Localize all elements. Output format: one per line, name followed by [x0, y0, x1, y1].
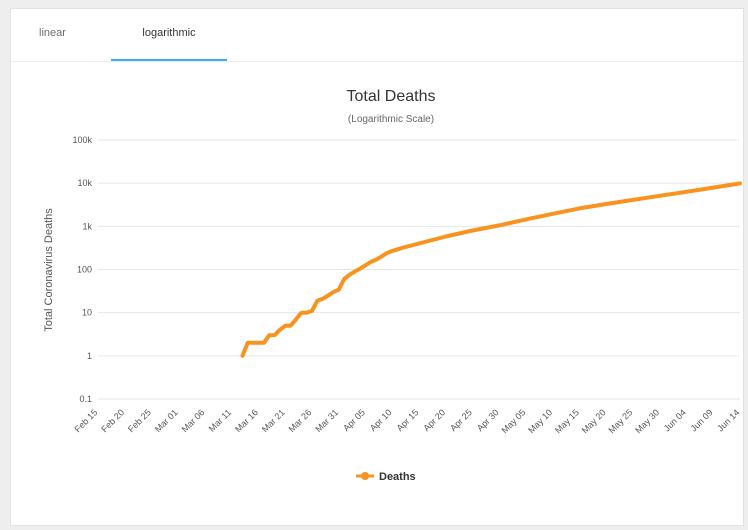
tab-logarithmic-label: logarithmic — [142, 27, 196, 39]
legend-marker-dot — [361, 472, 369, 480]
legend-label-deaths: Deaths — [379, 471, 416, 483]
x-tick-label: Apr 15 — [395, 407, 421, 433]
y-axis-label: Total Coronavirus Deaths — [43, 208, 55, 332]
x-tick-label: Jun 09 — [688, 407, 714, 433]
x-tick-label: Apr 10 — [368, 407, 394, 433]
chart-title: Total Deaths — [347, 88, 436, 105]
active-tab-indicator — [111, 59, 227, 61]
x-tick-label: Feb 15 — [73, 407, 100, 434]
series-layer — [240, 181, 742, 358]
x-tick-label: Feb 20 — [99, 407, 126, 434]
x-tick-label: Mar 26 — [287, 407, 314, 434]
tab-logarithmic[interactable]: logarithmic — [111, 27, 227, 61]
y-axis-ticks: 0.1 1 10 100 1k 10k 100k — [72, 135, 92, 404]
chart-subtitle: (Logarithmic Scale) — [348, 114, 434, 125]
y-tick-label: 0.1 — [79, 394, 92, 404]
x-tick-label: Feb 25 — [126, 407, 153, 434]
x-tick-label: Jun 04 — [662, 407, 688, 433]
y-tick-label: 1k — [82, 221, 92, 231]
x-tick-label: May 25 — [606, 407, 634, 435]
chart-card: linear logarithmic — [10, 8, 744, 526]
tab-linear-label: linear — [39, 27, 66, 39]
x-tick-label: Apr 25 — [448, 407, 474, 433]
x-tick-label: Apr 05 — [341, 407, 367, 433]
y-tick-label: 10 — [82, 308, 92, 318]
x-tick-label: Mar 16 — [233, 407, 260, 434]
x-tick-label: May 20 — [580, 407, 608, 435]
x-tick-label: May 15 — [553, 407, 581, 435]
series-line-deaths — [240, 181, 742, 358]
x-tick-label: May 05 — [499, 407, 527, 435]
tab-linear[interactable]: linear — [39, 27, 99, 61]
x-tick-label: Mar 31 — [313, 407, 340, 434]
x-tick-label: Jun 14 — [715, 407, 741, 433]
x-tick-label: May 10 — [526, 407, 554, 435]
scale-tabs: linear logarithmic — [11, 9, 743, 62]
x-tick-label: Apr 20 — [421, 407, 447, 433]
x-axis-ticks: Feb 15 Feb 20 Feb 25 Mar 01 Mar 06 Mar 11 Mar … — [73, 407, 742, 435]
x-tick-label: Mar 21 — [260, 407, 287, 434]
x-tick-label: Mar 01 — [153, 407, 180, 434]
x-tick-label: May 30 — [633, 407, 661, 435]
x-tick-label: Mar 06 — [180, 407, 207, 434]
x-tick-label: Apr 30 — [475, 407, 501, 433]
x-tick-label: Mar 11 — [207, 407, 233, 433]
legend[interactable]: Deaths — [356, 471, 416, 483]
y-tick-label: 100k — [72, 135, 92, 145]
grid-lines — [98, 139, 740, 400]
y-tick-label: 100 — [77, 265, 92, 275]
y-tick-label: 10k — [77, 178, 92, 188]
y-tick-label: 1 — [87, 351, 92, 361]
